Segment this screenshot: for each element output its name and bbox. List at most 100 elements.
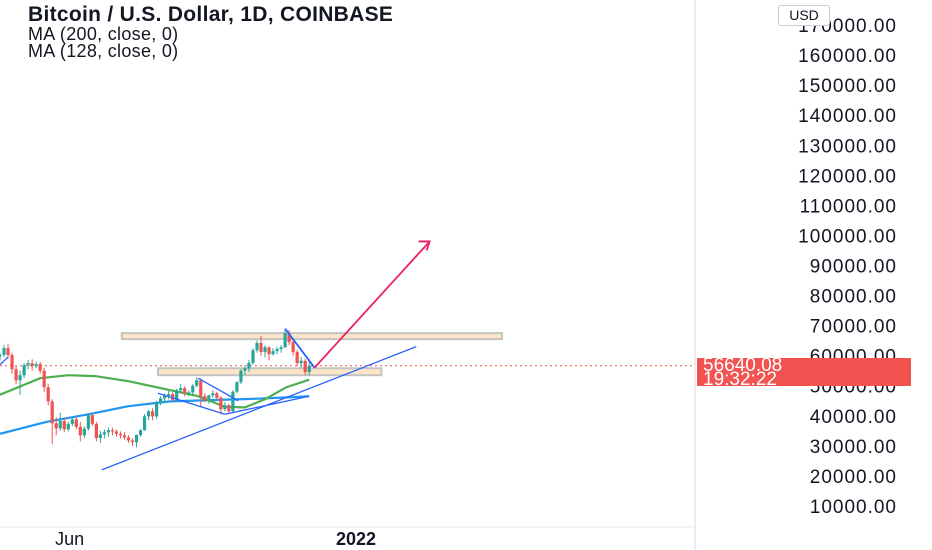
y-tick-label: 80000.00 <box>810 287 897 308</box>
candle-body <box>199 380 203 397</box>
candle-body <box>134 435 139 443</box>
candle-body <box>255 343 259 351</box>
candle-body <box>207 395 211 401</box>
candle-body <box>303 360 307 373</box>
x-tick-label: Jun <box>55 529 84 549</box>
ma-200-legend[interactable]: MA (200, close, 0) <box>28 24 179 44</box>
candle-body <box>98 434 102 439</box>
y-tick-label: 140000.00 <box>798 106 897 127</box>
candle-body <box>235 382 239 392</box>
support-trend-line <box>101 346 417 471</box>
candle <box>271 348 275 356</box>
candle <box>138 429 143 437</box>
candle-body <box>126 437 131 441</box>
channel-line <box>157 392 226 415</box>
candle-body <box>287 333 291 343</box>
candle-body <box>110 430 115 432</box>
candle-body <box>50 401 54 424</box>
candle-body <box>90 415 94 424</box>
candle-body <box>231 391 235 412</box>
candle <box>94 421 98 442</box>
candle-body <box>215 393 219 398</box>
candle <box>146 409 151 421</box>
candle <box>187 390 191 397</box>
candle <box>42 367 46 392</box>
candle-body <box>74 419 78 427</box>
candle <box>211 390 215 398</box>
candle <box>114 429 119 437</box>
candle-body <box>187 392 191 394</box>
candle-body <box>155 402 159 417</box>
candle-body <box>106 430 111 433</box>
x-axis-ticks: Jun 2022 <box>55 529 376 549</box>
candle <box>82 426 86 439</box>
candle-body <box>175 390 179 400</box>
candle-body <box>239 370 243 383</box>
y-tick-label: 30000.00 <box>810 437 897 458</box>
candle-body <box>42 370 46 388</box>
candle <box>2 345 6 358</box>
candle <box>243 366 247 376</box>
candle-body <box>22 365 26 376</box>
last-price-tag: 56640.08 19:32:22 <box>697 356 911 389</box>
candle-body <box>251 350 255 363</box>
candle-body <box>271 351 275 355</box>
candle <box>38 361 42 374</box>
candle-body <box>283 333 287 348</box>
candle-body <box>94 423 98 439</box>
candle <box>303 358 307 376</box>
candle-body <box>26 363 30 366</box>
candle <box>130 438 135 446</box>
ma-128-legend[interactable]: MA (128, close, 0) <box>28 41 179 61</box>
candle <box>247 360 251 373</box>
y-tick-label: 130000.00 <box>798 136 897 157</box>
candle-body <box>82 428 86 436</box>
candle-body <box>295 352 299 364</box>
candle <box>179 384 183 394</box>
candle-body <box>122 435 127 438</box>
candle-body <box>291 342 295 353</box>
currency-button[interactable]: USD <box>778 5 830 26</box>
candle-body <box>58 420 62 429</box>
candle-body <box>267 347 271 355</box>
candle-body <box>142 416 147 431</box>
candle-body <box>46 387 50 402</box>
candle <box>263 345 267 358</box>
y-tick-label: 40000.00 <box>810 407 897 428</box>
candle <box>255 340 259 353</box>
candle <box>50 399 54 445</box>
candle <box>231 390 235 413</box>
candle-body <box>247 362 251 369</box>
y-tick-label: 70000.00 <box>810 317 897 338</box>
candle <box>219 396 223 415</box>
y-tick-label: 20000.00 <box>810 467 897 488</box>
chart-legend: Bitcoin / U.S. Dollar, 1D, COINBASE MA (… <box>28 3 394 61</box>
channel-line <box>224 395 310 415</box>
candle-body <box>183 388 187 394</box>
y-tick-label: 100000.00 <box>798 226 897 247</box>
candle-body <box>219 397 223 410</box>
candle-body <box>102 432 107 435</box>
candle <box>295 349 299 367</box>
candle-body <box>243 368 247 371</box>
candle <box>191 384 195 395</box>
y-tick-label: 120000.00 <box>798 166 897 187</box>
moving-averages <box>0 374 310 435</box>
candle <box>86 413 90 431</box>
moving-average-line <box>0 395 310 435</box>
candle <box>207 394 211 404</box>
candle <box>215 391 219 400</box>
candle <box>251 348 255 365</box>
candle <box>118 431 123 439</box>
candle-body <box>171 394 175 400</box>
candle <box>126 435 131 443</box>
candle <box>267 346 271 361</box>
price-zone <box>156 367 383 377</box>
decline-trend-line <box>284 328 316 369</box>
candle <box>150 408 155 421</box>
symbol-title[interactable]: Bitcoin / U.S. Dollar, 1D, COINBASE <box>28 3 394 26</box>
candle <box>18 370 22 395</box>
candles <box>0 328 311 448</box>
